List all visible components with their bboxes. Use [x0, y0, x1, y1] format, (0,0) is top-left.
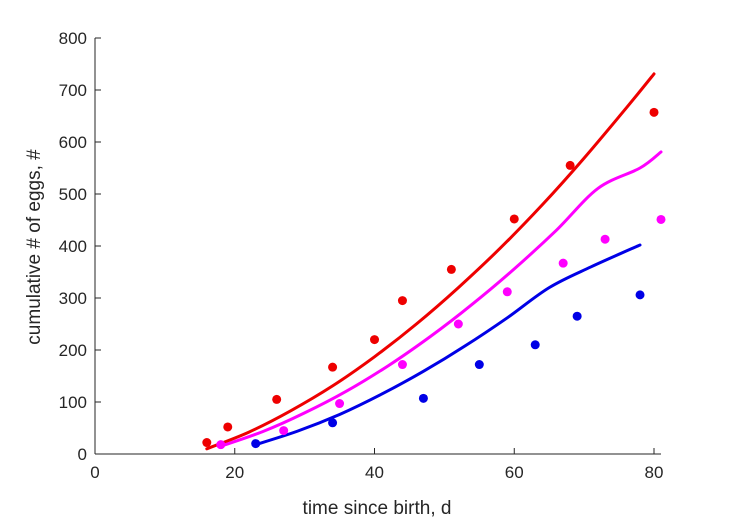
- y-axis-label: cumulative # of eggs, #: [24, 149, 45, 345]
- data-point-series-3: [328, 418, 338, 428]
- data-point-series-1: [397, 296, 407, 306]
- data-point-series-3: [474, 360, 484, 370]
- x-tick-label: 0: [90, 463, 99, 482]
- data-point-series-2: [216, 440, 226, 450]
- fit-curve-series-1: [205, 72, 656, 451]
- y-tick-label: 500: [59, 185, 87, 204]
- data-point-series-3: [251, 439, 261, 449]
- y-tick-label: 200: [59, 341, 87, 360]
- x-tick-label: 40: [365, 463, 384, 482]
- data-point-series-2: [558, 258, 568, 268]
- data-point-series-1: [370, 335, 380, 345]
- y-tick-label: 300: [59, 289, 87, 308]
- data-point-series-2: [453, 319, 463, 329]
- data-point-series-2: [335, 399, 345, 409]
- data-point-series-1: [565, 160, 575, 170]
- data-point-series-1: [509, 214, 519, 224]
- data-point-series-1: [649, 107, 659, 117]
- data-point-series-1: [202, 438, 212, 448]
- data-point-series-2: [397, 360, 407, 370]
- fit-curve-series-3: [254, 243, 642, 447]
- data-point-series-3: [530, 340, 540, 350]
- x-tick-label: 80: [645, 463, 664, 482]
- data-point-series-3: [418, 393, 428, 403]
- data-point-series-2: [656, 214, 666, 224]
- y-tick-label: 0: [78, 445, 87, 464]
- fit-curve-series-2: [219, 150, 663, 448]
- x-axis-label: time since birth, d: [303, 498, 452, 519]
- y-tick-label: 800: [59, 29, 87, 48]
- y-tick-label: 600: [59, 133, 87, 152]
- data-point-series-2: [502, 287, 512, 297]
- x-tick-label: 20: [225, 463, 244, 482]
- data-point-series-2: [279, 426, 289, 436]
- y-tick-label: 100: [59, 393, 87, 412]
- data-point-series-3: [635, 290, 645, 300]
- x-tick-label: 60: [505, 463, 524, 482]
- data-point-series-1: [328, 362, 338, 372]
- data-points: [202, 107, 666, 450]
- data-point-series-2: [600, 234, 610, 244]
- y-tick-label: 400: [59, 237, 87, 256]
- y-tick-label: 700: [59, 81, 87, 100]
- data-point-series-1: [446, 264, 456, 274]
- data-point-series-1: [223, 422, 233, 432]
- data-point-series-3: [572, 311, 582, 321]
- fit-curves: [205, 72, 663, 451]
- data-point-series-1: [272, 394, 282, 404]
